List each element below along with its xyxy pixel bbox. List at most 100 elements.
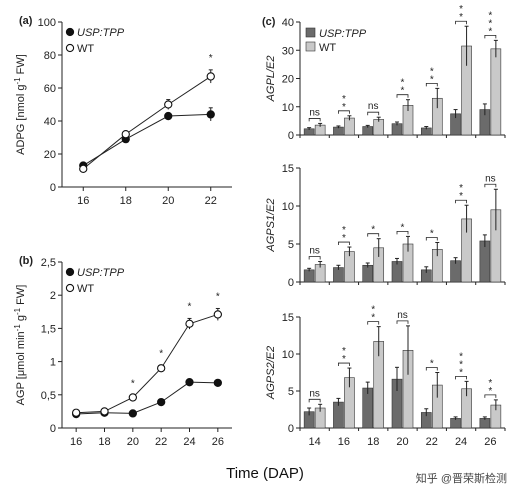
bar-usp-tpp: [362, 387, 374, 429]
y-tick-label: 0: [50, 182, 56, 194]
significance-label: *: [459, 4, 463, 15]
y-axis-label: ADPG [nmol g-1 FW]: [13, 54, 28, 155]
significance-label: *: [371, 305, 375, 316]
significance-bracket: [367, 233, 380, 237]
legend-swatch: [305, 27, 316, 38]
y-axis-label: AGPS2/E2: [265, 346, 277, 400]
y-tick-label: 10: [282, 102, 294, 114]
x-tick-label: 16: [77, 195, 89, 207]
y-axis-label: AGPS1/E2: [265, 198, 277, 252]
bar-wt: [373, 119, 385, 136]
significance-label: *: [488, 18, 492, 29]
significance-label: *: [401, 78, 405, 89]
significance-label: *: [488, 10, 492, 21]
x-tick-label: 26: [212, 436, 224, 448]
x-tick-label: 20: [396, 436, 408, 448]
y-tick-label: 100: [38, 17, 56, 29]
y-axis-label: AGP [μmol min-1 g-1 FW]: [13, 285, 28, 406]
significance-label: *: [342, 354, 346, 365]
data-point: [206, 72, 215, 81]
significance-label: *: [342, 102, 346, 113]
significance-bracket: [308, 118, 321, 122]
data-point: [164, 111, 173, 121]
x-tick-label: 16: [338, 436, 350, 448]
significance-label: *: [459, 183, 463, 194]
significance-bracket: [338, 241, 350, 246]
significance-label: *: [401, 222, 405, 233]
y-tick-label: 2: [50, 290, 56, 302]
legend-label: WT: [77, 283, 94, 295]
data-point: [72, 408, 81, 417]
x-axis-label: Time (DAP): [226, 465, 304, 482]
significance-label: *: [430, 228, 434, 239]
significance-label: *: [342, 233, 346, 244]
y-tick-label: 80: [44, 50, 56, 62]
x-tick-label: 24: [183, 436, 195, 448]
significance-label: *: [216, 291, 220, 302]
bar-usp-tpp: [362, 264, 374, 283]
data-point: [185, 378, 194, 387]
y-tick-label: 15: [282, 163, 294, 175]
significance-bracket: [396, 320, 409, 324]
series-line-1: [82, 76, 212, 170]
y-tick-label: 0: [288, 277, 294, 289]
bar-panel-2: 05101514ns16**18**20ns22*24***26**AGPS2/…: [265, 305, 506, 448]
y-tick-label: 10: [282, 201, 294, 213]
significance-label: *: [430, 74, 434, 85]
data-point: [213, 378, 222, 387]
significance-bracket: [367, 111, 380, 116]
significance-label: *: [342, 225, 346, 236]
bar-usp-tpp: [303, 269, 315, 283]
y-axis-label: AGPL/E2: [265, 56, 277, 103]
legend-marker: [65, 43, 75, 53]
significance-bracket: [338, 362, 350, 367]
significance-label: *: [401, 86, 405, 97]
bar-usp-tpp: [333, 401, 344, 429]
significance-label: *: [459, 359, 463, 370]
data-point: [128, 409, 137, 418]
y-tick-label: 20: [44, 149, 56, 161]
significance-label: *: [371, 313, 375, 324]
significance-label: *: [430, 66, 434, 77]
significance-bracket: [425, 367, 438, 371]
y-tick-label: 30: [282, 45, 294, 57]
line-panel-1: 0 0,5 1 1,5 2 2,5 16 18 20 22 24 26 * * * * (b) USP:TPP WT…: [13, 255, 232, 448]
significance-label: *: [159, 349, 163, 360]
bar-usp-tpp: [391, 261, 403, 283]
y-tick-label: 0,5: [41, 390, 56, 402]
y-tick-label: 0: [288, 130, 294, 142]
significance-label: *: [342, 346, 346, 357]
significance-label: *: [131, 378, 135, 389]
y-tick-label: 15: [282, 312, 294, 324]
x-tick-label: 26: [484, 436, 496, 448]
y-tick-label: 5: [288, 239, 294, 251]
x-tick-label: 16: [70, 436, 82, 448]
significance-label: *: [459, 351, 463, 362]
x-tick-label: 14: [309, 436, 321, 448]
data-point: [206, 110, 215, 119]
significance-label: ns: [309, 245, 320, 256]
significance-bracket: [484, 34, 497, 39]
y-tick-label: 1,5: [41, 323, 56, 335]
significance-label: *: [488, 386, 492, 397]
x-tick-label: 18: [98, 436, 110, 448]
legend-label: USP:TPP: [77, 27, 125, 39]
data-point: [213, 310, 222, 319]
significance-bracket: [425, 82, 438, 87]
significance-label: *: [488, 26, 492, 37]
significance-bracket: [484, 183, 497, 188]
significance-label: *: [459, 191, 463, 202]
bar-usp-tpp: [479, 240, 491, 283]
bar-usp-tpp: [450, 260, 461, 283]
data-point: [100, 407, 109, 416]
x-tick-label: 18: [120, 195, 132, 207]
significance-label: ns: [309, 107, 320, 118]
y-tick-label: 5: [288, 386, 294, 398]
y-tick-label: 20: [282, 74, 294, 86]
significance-label: ns: [397, 310, 408, 321]
significance-bracket: [484, 394, 497, 398]
significance-bracket: [308, 256, 321, 260]
